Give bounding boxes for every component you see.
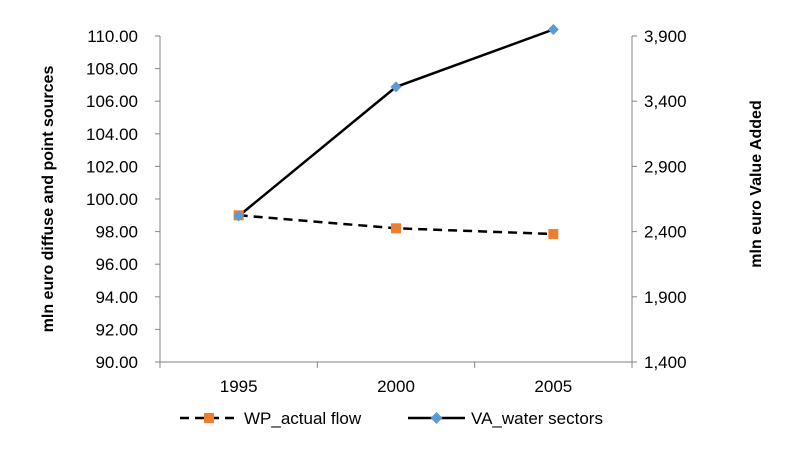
- left-tick-label: 108.00: [86, 60, 138, 79]
- legend: WP_actual flow VA_water sectors: [180, 409, 603, 428]
- left-tick-label: 96.00: [95, 255, 138, 274]
- right-tick-label: 3,400: [644, 92, 687, 111]
- data-point-va-water-sectors: [547, 23, 559, 35]
- legend-va-label: VA_water sectors: [471, 409, 603, 428]
- left-tick-label: 94.00: [95, 288, 138, 307]
- right-tick-label: 3,900: [644, 27, 687, 46]
- left-tick-label: 110.00: [87, 27, 138, 46]
- left-axis-ticks: 90.00 92.00 94.00 96.00 98.00 100.00 102.00 104…: [86, 27, 160, 372]
- legend-wp-label: WP_actual flow: [244, 409, 362, 428]
- right-axis-ticks: 1,400 1,900 2,400 2,900 3,400 3,900: [632, 27, 687, 372]
- legend-va-marker: [430, 412, 443, 424]
- right-axis-title: mln euro Value Added: [748, 100, 765, 267]
- left-tick-label: 90.00: [95, 353, 138, 372]
- series-layer: [233, 23, 559, 240]
- left-tick-label: 98.00: [95, 223, 138, 242]
- data-point-wp-actual-flow: [548, 229, 559, 240]
- left-tick-label: 104.00: [86, 125, 138, 144]
- right-tick-label: 2,900: [644, 157, 687, 176]
- left-tick-label: 106.00: [86, 92, 138, 111]
- right-tick-label: 2,400: [644, 223, 687, 242]
- data-point-va-water-sectors: [233, 210, 245, 222]
- series-line-va-water-sectors: [237, 28, 554, 217]
- left-axis-title: mln euro diffuse and point sources: [40, 66, 57, 333]
- x-tick-label: 2005: [534, 377, 572, 396]
- x-tick-label: 1995: [220, 377, 258, 396]
- x-tick-label: 2000: [377, 377, 415, 396]
- left-tick-label: 102.00: [86, 157, 138, 176]
- legend-wp-marker: [204, 413, 214, 423]
- legend-item-va-water-sectors: VA_water sectors: [408, 409, 603, 428]
- right-tick-label: 1,400: [644, 353, 687, 372]
- legend-item-wp-actual-flow: WP_actual flow: [180, 409, 362, 428]
- data-point-va-water-sectors: [390, 81, 402, 93]
- x-axis-ticks: 1995 2000 2005: [159, 362, 633, 396]
- left-tick-label: 92.00: [95, 320, 138, 339]
- left-tick-label: 100.00: [86, 190, 138, 209]
- right-tick-label: 1,900: [644, 288, 687, 307]
- data-point-wp-actual-flow: [391, 223, 401, 234]
